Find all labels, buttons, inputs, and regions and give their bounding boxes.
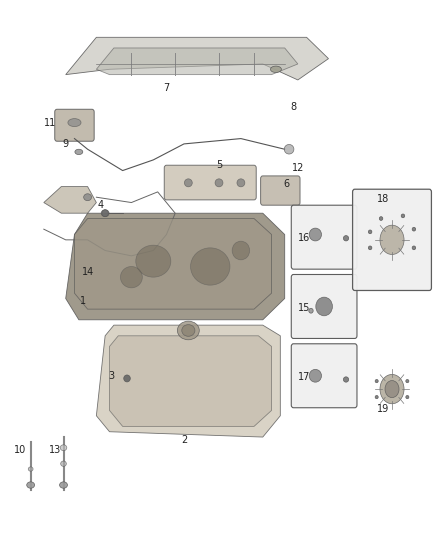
Ellipse shape — [124, 375, 131, 382]
FancyBboxPatch shape — [353, 189, 431, 290]
Ellipse shape — [60, 461, 67, 466]
Ellipse shape — [191, 248, 230, 285]
Ellipse shape — [120, 266, 142, 288]
Ellipse shape — [101, 209, 109, 216]
Polygon shape — [66, 37, 328, 80]
Ellipse shape — [28, 467, 33, 471]
Polygon shape — [44, 187, 96, 213]
Ellipse shape — [343, 236, 349, 241]
FancyBboxPatch shape — [291, 274, 357, 338]
Ellipse shape — [406, 379, 409, 383]
Text: 12: 12 — [292, 163, 304, 173]
Ellipse shape — [102, 209, 108, 216]
FancyBboxPatch shape — [261, 176, 300, 205]
Ellipse shape — [184, 179, 192, 187]
Text: 11: 11 — [44, 118, 57, 127]
Ellipse shape — [68, 118, 81, 126]
Ellipse shape — [406, 395, 409, 399]
FancyBboxPatch shape — [164, 165, 256, 200]
Ellipse shape — [27, 482, 35, 488]
Ellipse shape — [368, 246, 372, 249]
Ellipse shape — [368, 230, 372, 233]
Text: 13: 13 — [49, 446, 61, 455]
Ellipse shape — [343, 377, 349, 382]
Polygon shape — [96, 48, 298, 75]
Ellipse shape — [232, 241, 250, 260]
Polygon shape — [66, 213, 285, 320]
Ellipse shape — [375, 395, 378, 399]
Ellipse shape — [309, 369, 321, 382]
Ellipse shape — [380, 374, 404, 404]
Ellipse shape — [401, 214, 405, 217]
Ellipse shape — [380, 225, 404, 255]
Ellipse shape — [237, 179, 245, 187]
Text: 5: 5 — [216, 160, 222, 170]
Text: 10: 10 — [14, 446, 26, 455]
FancyBboxPatch shape — [55, 109, 94, 141]
Text: 2: 2 — [181, 435, 187, 445]
Ellipse shape — [84, 193, 92, 200]
Text: 7: 7 — [163, 83, 170, 93]
Ellipse shape — [309, 308, 313, 313]
Ellipse shape — [412, 246, 416, 249]
Ellipse shape — [316, 297, 332, 316]
Polygon shape — [74, 219, 272, 309]
Ellipse shape — [75, 149, 83, 155]
Text: 8: 8 — [290, 102, 297, 111]
Text: 6: 6 — [284, 179, 290, 189]
Ellipse shape — [136, 245, 171, 277]
Text: 4: 4 — [98, 200, 104, 210]
Ellipse shape — [309, 228, 321, 241]
Text: 3: 3 — [109, 371, 115, 381]
Text: 17: 17 — [298, 372, 311, 382]
Ellipse shape — [60, 445, 67, 451]
Text: 19: 19 — [377, 405, 389, 414]
Ellipse shape — [412, 227, 416, 231]
Ellipse shape — [182, 325, 195, 336]
Ellipse shape — [215, 179, 223, 187]
FancyBboxPatch shape — [291, 344, 357, 408]
Ellipse shape — [270, 66, 281, 72]
Text: 14: 14 — [81, 267, 94, 277]
Polygon shape — [110, 336, 272, 426]
Text: 16: 16 — [298, 233, 311, 243]
Text: 1: 1 — [80, 296, 86, 306]
Ellipse shape — [60, 482, 67, 488]
Polygon shape — [96, 325, 280, 437]
Ellipse shape — [177, 321, 199, 340]
Ellipse shape — [375, 379, 378, 383]
Text: 18: 18 — [377, 194, 389, 204]
Ellipse shape — [385, 381, 399, 398]
Text: 15: 15 — [298, 303, 311, 312]
Ellipse shape — [284, 144, 294, 154]
Ellipse shape — [379, 217, 383, 221]
FancyBboxPatch shape — [291, 205, 357, 269]
Text: 9: 9 — [63, 139, 69, 149]
